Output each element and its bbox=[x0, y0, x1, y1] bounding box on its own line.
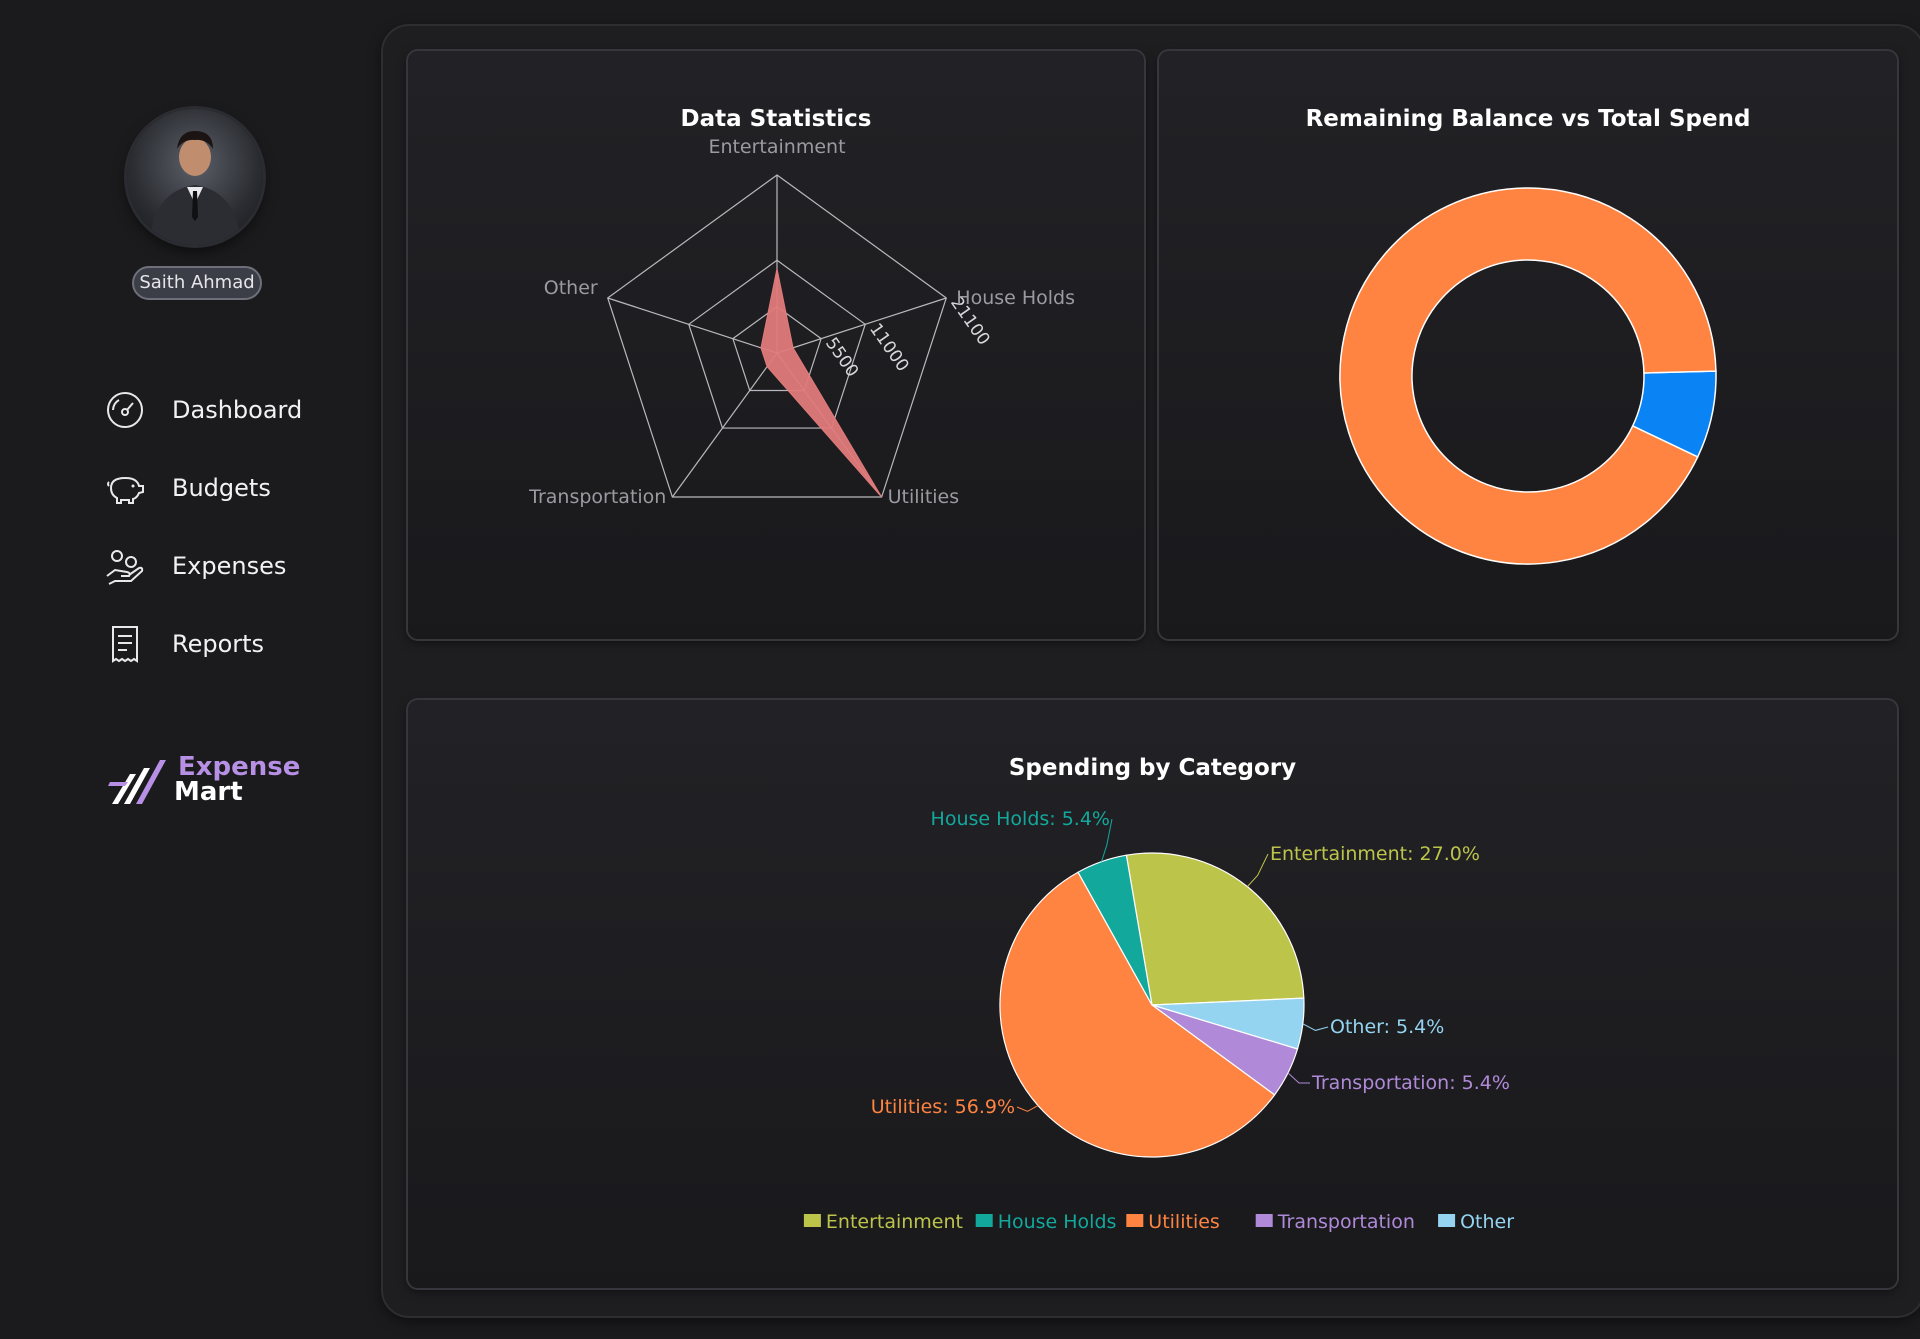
nav-item-expenses[interactable]: Expenses bbox=[104, 541, 286, 591]
legend-label-house-holds: House Holds bbox=[998, 1211, 1117, 1233]
radar-axis-label-entertainment: Entertainment bbox=[708, 136, 845, 158]
nav-label-reports: Reports bbox=[172, 630, 265, 658]
radar-tick-label: 5500 bbox=[821, 334, 862, 381]
pie-slice-utilities bbox=[999, 871, 1276, 1158]
nav-label-budgets: Budgets bbox=[172, 474, 271, 502]
hand-coins-icon bbox=[104, 545, 146, 587]
pie-leader-transportation bbox=[1287, 1072, 1311, 1084]
balance-vs-spend-card: Remaining Balance vs Total Spend bbox=[1159, 51, 1897, 639]
person-photo-icon bbox=[149, 131, 241, 245]
radar-tick-label: 11000 bbox=[865, 320, 912, 376]
pie-leader-other bbox=[1302, 1023, 1329, 1031]
nav-item-budgets[interactable]: Budgets bbox=[104, 463, 271, 513]
logo-mark-icon bbox=[108, 760, 166, 804]
pie-data-label-entertainment: Entertainment: 27.0% bbox=[1270, 843, 1480, 865]
receipt-icon bbox=[104, 623, 146, 665]
pie-leader-house-holds bbox=[1101, 818, 1113, 862]
radar-axis-label-utilities: Utilities bbox=[888, 486, 960, 508]
pie-chart: Entertainment: 27.0% Other: 5.4% Transport… bbox=[803, 808, 1514, 1233]
legend-label-transportation: Transportation bbox=[1277, 1211, 1415, 1233]
legend-label-entertainment: Entertainment bbox=[826, 1211, 963, 1233]
pie-data-label-other: Other: 5.4% bbox=[1330, 1016, 1444, 1038]
radar-grid-ring bbox=[607, 174, 947, 498]
pie-data-label-utilities: Utilities: 56.9% bbox=[871, 1096, 1015, 1118]
radar-axis-label-transportation: Transportation bbox=[528, 486, 666, 508]
pie-leader-entertainment bbox=[1246, 853, 1269, 887]
radar-grid-ring bbox=[688, 259, 866, 429]
nav-label-expenses: Expenses bbox=[172, 552, 287, 580]
brand-name-line2: Mart bbox=[174, 777, 243, 807]
balance-vs-spend-title: Remaining Balance vs Total Spend bbox=[1305, 106, 1751, 132]
sidebar: Saith Ahmad Dashboard Budgets Expenses R… bbox=[0, 0, 380, 1339]
legend-swatch-entertainment bbox=[803, 1214, 821, 1227]
legend-swatch-utilities bbox=[1126, 1214, 1144, 1227]
pie-data-label-house-holds: House Holds: 5.4% bbox=[931, 808, 1110, 830]
data-statistics-card: Data Statistics 5500 11000 21100 Entertainm… bbox=[408, 51, 1144, 639]
radar-spoke bbox=[607, 297, 778, 354]
radar-spoke bbox=[776, 297, 947, 354]
nav-label-dashboard: Dashboard bbox=[172, 396, 303, 424]
radar-grid-ring bbox=[732, 305, 822, 392]
nav-item-reports[interactable]: Reports bbox=[104, 619, 264, 669]
main-panel: Data Statistics 5500 11000 21100 Entertainm… bbox=[383, 26, 1920, 1316]
spending-by-category-card: Spending by Category Entertainment: 27.0… bbox=[408, 700, 1897, 1288]
data-statistics-title: Data Statistics bbox=[680, 106, 872, 132]
radar-data-area bbox=[760, 268, 883, 498]
legend-swatch-other bbox=[1438, 1214, 1456, 1227]
pie-leader-utilities bbox=[1016, 1105, 1039, 1112]
radar-spoke bbox=[671, 352, 778, 498]
legend-label-utilities: Utilities bbox=[1148, 1211, 1220, 1233]
legend-swatch-house-holds bbox=[975, 1214, 993, 1227]
gauge-icon bbox=[104, 389, 146, 431]
brand-logo[interactable]: Expense Mart bbox=[108, 752, 308, 812]
brand-name-line1: Expense bbox=[178, 752, 301, 782]
legend-swatch-transportation bbox=[1255, 1214, 1273, 1227]
nav-item-dashboard[interactable]: Dashboard bbox=[104, 385, 302, 435]
user-name-badge[interactable]: Saith Ahmad bbox=[132, 266, 262, 300]
spending-by-category-title: Spending by Category bbox=[1008, 755, 1297, 781]
radar-axis-label-other: Other bbox=[544, 277, 598, 299]
avatar[interactable] bbox=[127, 109, 263, 245]
piggy-bank-icon bbox=[104, 467, 146, 509]
donut-chart bbox=[1339, 187, 1717, 565]
pie-data-label-transportation: Transportation: 5.4% bbox=[1311, 1072, 1510, 1094]
pie-slice-entertainment bbox=[1125, 852, 1305, 1006]
donut-slice-total-spend bbox=[1339, 187, 1717, 565]
legend-label-other: Other bbox=[1460, 1211, 1514, 1233]
radar-axis-label-house-holds: House Holds bbox=[956, 287, 1075, 309]
